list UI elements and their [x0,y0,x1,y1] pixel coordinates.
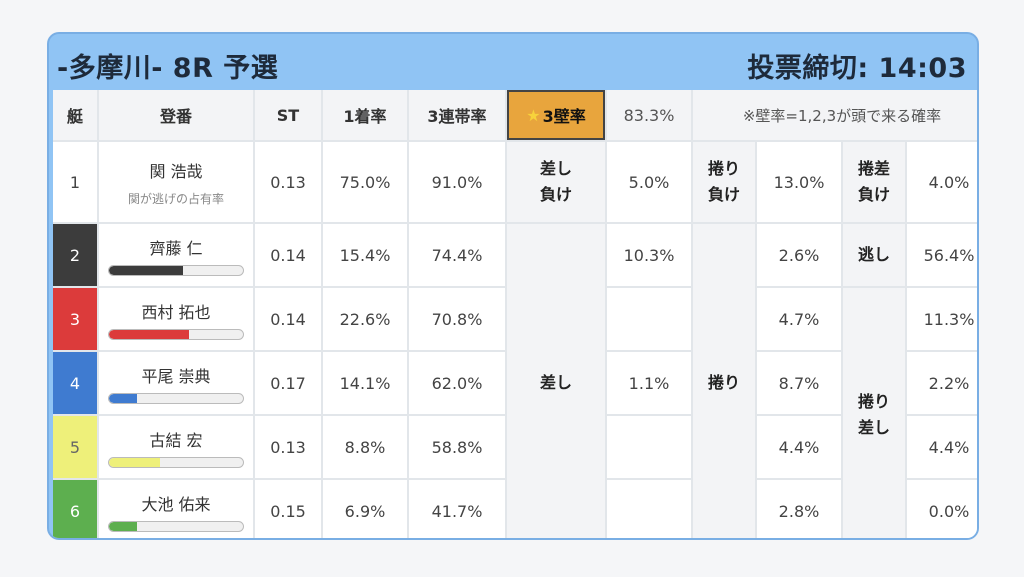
lane-4: 4 [53,352,97,414]
racer-name: 平尾 崇典 [141,366,211,386]
top3-rate-value: 41.7% [409,480,505,538]
top3-rate-value: 62.0% [409,352,505,414]
sashi-make-value: 5.0% [607,142,691,222]
sashi-value [607,288,691,350]
racer-subtext: 関が逃げの占有率 [127,191,224,206]
label-line: 負け [857,185,890,204]
st-value: 0.17 [255,352,321,414]
first-rate-value: 14.1% [323,352,407,414]
share-bar-fill [109,457,160,467]
header-st: ST [255,90,321,140]
right-value: 2.2% [907,352,977,414]
st-value: 0.14 [255,224,321,286]
lane-2: 2 [53,224,97,286]
top3-rate-value: 70.8% [409,288,505,350]
header-lane: 艇 [53,90,97,140]
label-line: 差し [539,159,572,178]
header-top3-rate: 3連帯率 [409,90,505,140]
vote-deadline: 投票締切: 14:03 [747,53,967,84]
right-value: 11.3% [907,288,977,350]
st-value: 0.15 [255,480,321,538]
first-rate-value: 8.8% [323,416,407,478]
racer-name: 古結 宏 [149,430,203,450]
first-rate-value: 22.6% [323,288,407,350]
header-wall-rate[interactable]: ★ 3壁率 [507,90,605,140]
sashi-value: 10.3% [607,224,691,286]
race-panel: -多摩川- 8R 予選 投票締切: 14:03 艇 登番 ST 1着率 3連帯率… [47,32,979,540]
wall-rate-label: 3壁率 [542,107,586,126]
wall-rate-value: 83.3% [607,90,691,140]
stats-table: 艇 登番 ST 1着率 3連帯率 ★ 3壁率 83.3% ※壁率=1,2,3が頭で… [53,90,977,538]
right-value: 0.0% [907,480,977,538]
race-title: -多摩川- 8R 予選 [57,53,279,84]
racer-2: 齊藤 仁 [99,224,253,286]
share-bar-fill [109,393,138,403]
sashi-make-label: 差し 負け [507,142,605,222]
makuri-value: 8.7% [757,352,841,414]
first-rate-value: 6.9% [323,480,407,538]
wall-rate-note: ※壁率=1,2,3が頭で来る確率 [693,90,977,140]
racer-name: 西村 拓也 [141,302,211,322]
share-bar-fill [109,521,138,531]
label-line: 捲り [707,159,740,178]
lane-1: 1 [53,142,97,222]
makuri-value: 4.4% [757,416,841,478]
makuri-make-value: 13.0% [757,142,841,222]
sashi-value [607,416,691,478]
racer-name: 大池 佑来 [141,494,211,514]
first-rate-value: 75.0% [323,142,407,222]
share-bar [108,328,244,340]
share-bar [108,392,244,404]
top3-rate-value: 58.8% [409,416,505,478]
st-value: 0.13 [255,142,321,222]
makuri-value: 4.7% [757,288,841,350]
makuri-value: 2.6% [757,224,841,286]
racer-5: 古結 宏 [99,416,253,478]
share-bar-fill [109,265,183,275]
sashi-label: 差し [507,224,605,538]
label-line: 捲差 [857,159,890,178]
racer-6: 大池 佑来 [99,480,253,538]
label-line: 負け [539,185,572,204]
header-first-rate: 1着率 [323,90,407,140]
racer-4: 平尾 崇典 [99,352,253,414]
first-rate-value: 15.4% [323,224,407,286]
makuri-make-label: 捲り 負け [693,142,755,222]
st-value: 0.13 [255,416,321,478]
racer-name: 齊藤 仁 [149,238,203,258]
share-bar [108,264,244,276]
label-line: 差し [857,418,890,437]
makurisashi-label: 捲り 差し [843,288,905,538]
share-bar [108,520,244,532]
sashi-value [607,480,691,538]
label-line: 捲り [857,392,890,411]
top3-rate-value: 74.4% [409,224,505,286]
share-bar-fill [109,329,190,339]
makurisashi-make-label: 捲差 負け [843,142,905,222]
makurisashi-make-value: 4.0% [907,142,977,222]
right-value: 56.4% [907,224,977,286]
share-bar [108,456,244,468]
header-name: 登番 [99,90,253,140]
star-icon: ★ [526,105,541,125]
nige-label: 逃し [843,224,905,286]
makuri-label: 捲り [693,224,755,538]
label-line: 負け [707,185,740,204]
racer-name: 関 浩哉 [149,161,203,181]
right-value: 4.4% [907,416,977,478]
lane-3: 3 [53,288,97,350]
sashi-value: 1.1% [607,352,691,414]
racer-1: 関 浩哉 関が逃げの占有率 [99,142,253,222]
race-header: -多摩川- 8R 予選 投票締切: 14:03 [49,34,977,90]
makuri-value: 2.8% [757,480,841,538]
lane-6: 6 [53,480,97,538]
racer-3: 西村 拓也 [99,288,253,350]
st-value: 0.14 [255,288,321,350]
lane-5: 5 [53,416,97,478]
top3-rate-value: 91.0% [409,142,505,222]
